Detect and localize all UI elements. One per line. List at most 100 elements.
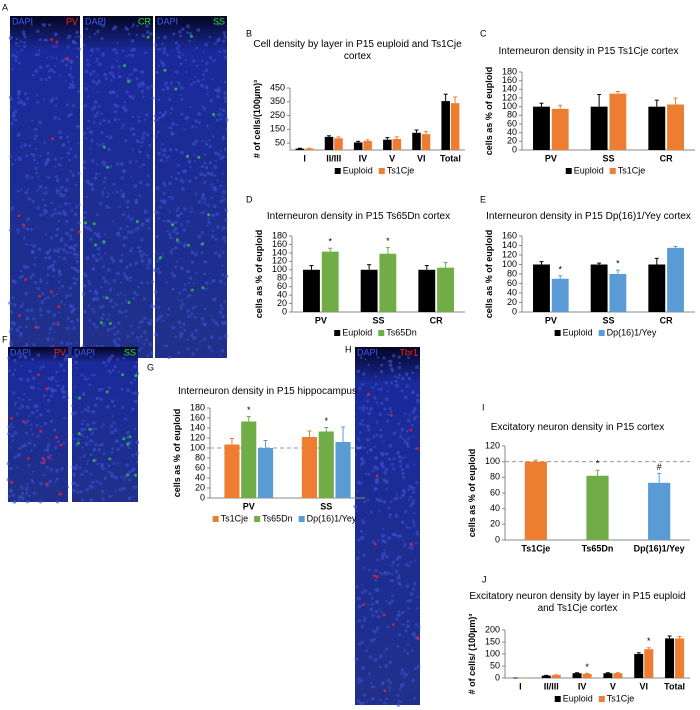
nucleus xyxy=(182,169,186,174)
nucleus xyxy=(209,171,214,176)
y-tick-label: 40 xyxy=(195,472,205,482)
nucleus xyxy=(154,332,159,337)
nucleus xyxy=(35,321,38,324)
nucleus xyxy=(154,210,158,215)
nucleus xyxy=(72,488,76,493)
y-tick-label: 60 xyxy=(507,118,517,128)
nucleus xyxy=(56,293,59,296)
nucleus xyxy=(103,476,107,480)
nucleus xyxy=(39,277,42,281)
nucleus xyxy=(140,144,143,147)
nucleus xyxy=(176,213,181,218)
nucleus xyxy=(174,335,178,339)
nucleus xyxy=(116,358,120,362)
nucleus xyxy=(186,294,191,298)
nucleus xyxy=(42,192,45,195)
nucleus xyxy=(381,539,385,543)
nucleus xyxy=(85,27,89,31)
nucleus xyxy=(161,63,166,67)
nucleus xyxy=(100,190,105,194)
nucleus xyxy=(385,419,390,423)
nucleus xyxy=(32,404,37,409)
stained-cell xyxy=(26,457,30,461)
nucleus xyxy=(380,611,384,614)
nucleus xyxy=(183,328,187,332)
nucleus xyxy=(127,470,132,475)
nucleus xyxy=(110,399,115,404)
nucleus xyxy=(77,221,81,225)
nucleus xyxy=(20,485,24,489)
nucleus xyxy=(360,583,363,586)
nucleus xyxy=(217,253,222,258)
x-tick-label: V xyxy=(610,681,616,691)
nucleus xyxy=(149,304,154,309)
nucleus xyxy=(396,575,401,580)
nucleus xyxy=(371,469,375,473)
nucleus xyxy=(356,658,359,661)
nucleus xyxy=(371,613,375,618)
nucleus xyxy=(39,412,43,417)
nucleus xyxy=(109,298,114,303)
nucleus xyxy=(132,127,135,130)
nucleus xyxy=(52,313,57,318)
stained-cell xyxy=(57,305,61,309)
nucleus xyxy=(406,643,410,646)
nucleus xyxy=(46,151,50,155)
nucleus xyxy=(223,333,228,338)
nucleus xyxy=(137,321,141,324)
nucleus xyxy=(408,598,412,603)
nucleus xyxy=(98,122,102,126)
nucleus xyxy=(397,373,401,377)
nucleus xyxy=(61,395,66,400)
nucleus xyxy=(47,69,51,73)
nucleus xyxy=(65,178,69,182)
x-tick-label: IV xyxy=(578,681,587,691)
nucleus xyxy=(406,564,410,568)
nucleus xyxy=(75,35,78,39)
nucleus xyxy=(48,454,52,458)
nucleus xyxy=(396,496,399,500)
nucleus xyxy=(180,307,183,310)
nucleus xyxy=(75,278,79,281)
nucleus xyxy=(214,151,218,155)
nucleus xyxy=(199,172,204,177)
nucleus xyxy=(52,275,55,278)
nucleus xyxy=(110,354,115,358)
nucleus xyxy=(380,363,384,367)
stained-cell xyxy=(10,416,14,420)
nucleus xyxy=(145,113,149,117)
nucleus xyxy=(18,377,23,382)
stained-cell xyxy=(77,432,81,436)
nucleus xyxy=(203,161,207,164)
stained-cell xyxy=(56,322,60,326)
nucleus xyxy=(12,118,15,121)
bar xyxy=(590,264,608,312)
nucleus xyxy=(400,389,404,393)
nucleus xyxy=(387,686,391,689)
nucleus xyxy=(114,489,117,492)
panel-label: I xyxy=(482,402,485,412)
nucleus xyxy=(405,464,410,469)
nucleus xyxy=(40,300,45,305)
nucleus xyxy=(11,68,14,71)
nucleus xyxy=(89,472,93,476)
nucleus xyxy=(362,693,367,698)
nucleus xyxy=(158,111,162,115)
nucleus xyxy=(40,425,43,428)
nucleus xyxy=(66,45,70,49)
nucleus xyxy=(108,495,111,498)
nucleus xyxy=(401,475,406,480)
y-tick-label: 120 xyxy=(272,256,287,266)
nucleus xyxy=(366,451,369,454)
nucleus xyxy=(53,355,57,359)
bar xyxy=(551,675,561,678)
nucleus xyxy=(65,103,69,107)
nucleus xyxy=(223,300,226,303)
nucleus xyxy=(44,77,48,81)
nucleus xyxy=(71,481,76,486)
nucleus xyxy=(91,107,95,111)
nucleus xyxy=(129,381,133,385)
nucleus xyxy=(126,214,131,219)
nucleus xyxy=(55,56,58,60)
nucleus xyxy=(166,230,169,233)
